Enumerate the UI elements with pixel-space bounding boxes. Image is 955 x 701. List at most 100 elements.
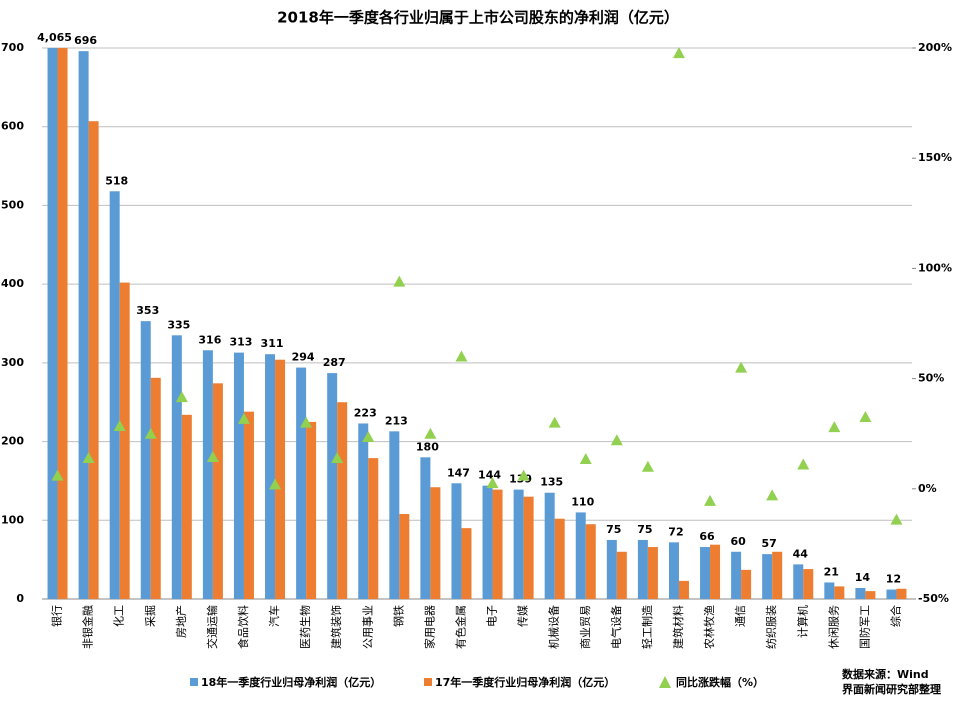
y-tick-label: 200 (1, 435, 24, 448)
bar (57, 48, 68, 599)
x-tick-label: 有色金属 (453, 605, 467, 649)
marker (641, 460, 654, 472)
x-tick-label: 国防军工 (857, 605, 871, 649)
bar (389, 431, 400, 599)
bar (824, 582, 835, 599)
x-tick-label: 钢铁 (392, 605, 405, 627)
bar (647, 547, 658, 599)
data-label: 335 (167, 318, 190, 331)
bar (731, 551, 742, 599)
x-tick-label: 公用事业 (361, 605, 374, 649)
bar (275, 359, 286, 599)
data-label: 180 (416, 440, 439, 453)
bar (616, 551, 627, 599)
y2-tick-label: 150% (918, 151, 952, 164)
marker (393, 275, 406, 287)
data-label: 518 (105, 174, 128, 187)
bar (451, 483, 462, 599)
marker (828, 421, 841, 433)
legend-marker (424, 678, 432, 686)
bar (430, 487, 441, 599)
x-tick-label: 通信 (734, 605, 747, 627)
marker (486, 477, 499, 489)
bar (171, 335, 182, 599)
bar (554, 518, 565, 599)
bar (47, 48, 58, 599)
bar (803, 569, 814, 599)
y2-tick-label: -50% (918, 592, 949, 605)
bar (243, 411, 254, 599)
data-label: 353 (136, 304, 159, 317)
y2-tick-label: 100% (918, 261, 952, 274)
bar (606, 539, 617, 599)
bar (202, 350, 213, 599)
x-tick-label: 房地产 (174, 605, 188, 638)
bar (523, 496, 534, 599)
data-label: 313 (229, 336, 252, 349)
bar (793, 564, 804, 599)
marker (672, 47, 685, 59)
y-tick-label: 700 (1, 41, 24, 54)
marker (175, 391, 188, 403)
data-label: 135 (540, 476, 563, 489)
x-tick-label: 汽车 (267, 605, 281, 627)
bar (212, 383, 223, 599)
data-label: 144 (478, 469, 501, 482)
y2-tick-label: 200% (918, 41, 952, 54)
x-tick-label: 传媒 (517, 605, 530, 627)
data-label: 110 (571, 495, 594, 508)
x-tick-label: 交通运输 (205, 605, 219, 649)
bar (150, 377, 161, 599)
data-label: 21 (824, 565, 839, 578)
y-tick-label: 100 (1, 513, 24, 526)
bar (741, 569, 752, 599)
bar (834, 586, 845, 599)
bar (710, 544, 721, 599)
marker (517, 469, 530, 481)
bar (337, 402, 348, 599)
x-tick-label: 纺织服装 (764, 605, 778, 649)
bar (865, 591, 876, 599)
x-tick-label: 化工 (112, 605, 126, 627)
y-tick-label: 0 (16, 592, 24, 605)
bar (420, 457, 431, 599)
x-tick-label: 电气设备 (609, 605, 623, 649)
bar (327, 373, 338, 599)
chart-title: 2018年一季度各行业归属于上市公司股东的净利润（亿元） (277, 9, 679, 27)
marker (113, 419, 126, 431)
x-tick-label: 轻工制造 (640, 605, 654, 649)
bar (399, 513, 410, 599)
bar (886, 589, 897, 599)
data-label: 311 (261, 337, 284, 350)
marker (269, 478, 282, 490)
marker (82, 451, 95, 463)
legend-marker (659, 676, 671, 688)
x-tick-label: 建筑装饰 (329, 605, 343, 649)
marker (610, 434, 623, 446)
marker (362, 431, 375, 443)
marker (579, 453, 592, 465)
bar (265, 354, 276, 599)
marker (331, 451, 344, 463)
bar (233, 352, 244, 599)
marker (548, 416, 561, 428)
data-label: 57 (762, 537, 777, 550)
bar (492, 489, 503, 599)
bar (544, 492, 555, 599)
marker (797, 458, 810, 470)
marker (144, 427, 157, 439)
y-tick-label: 500 (1, 198, 24, 211)
bar (461, 528, 472, 599)
legend-label: 同比涨跌幅（%） (676, 675, 764, 689)
data-label: 294 (292, 351, 315, 364)
x-tick-label: 银行 (50, 605, 64, 627)
data-label: 72 (668, 525, 683, 538)
bar (762, 554, 773, 599)
marker (300, 416, 313, 428)
data-label: 213 (385, 414, 408, 427)
data-label: 12 (886, 573, 901, 586)
bar (637, 539, 648, 599)
data-label: 147 (447, 466, 470, 479)
x-tick-label: 计算机 (795, 605, 809, 638)
